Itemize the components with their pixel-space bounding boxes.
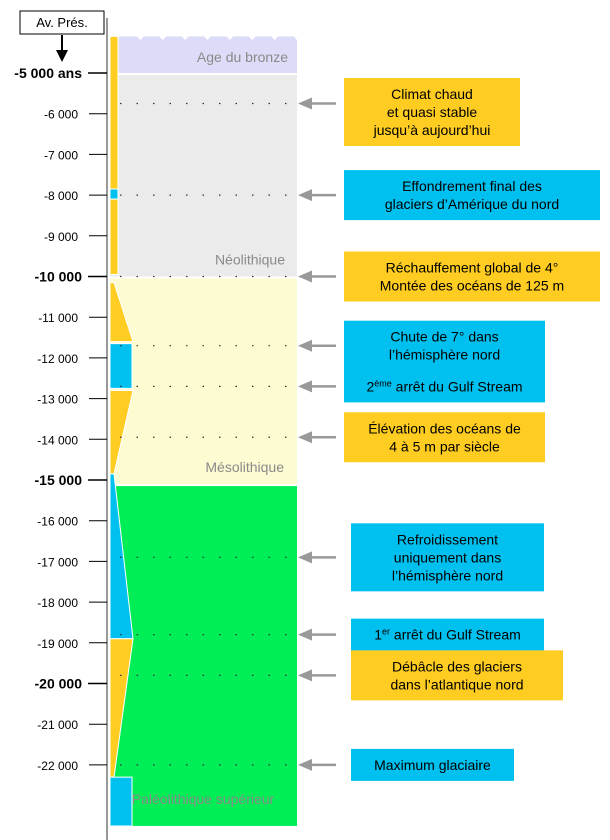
climate-bar-segment: [109, 343, 133, 389]
event-text-line: l’hémisphère nord: [389, 347, 500, 363]
climate-bar-segment: [109, 282, 134, 343]
present-box: [19, 10, 105, 35]
tick-label: -17 000: [37, 555, 78, 569]
event-text-line: Montée des océans de 125 m: [380, 278, 564, 294]
tick-label: -19 000: [37, 637, 78, 651]
event-callout: Élévation des océans de 4 à 5 m par siècl…: [344, 412, 545, 463]
event-text-line: glaciers d’Amérique du nord: [385, 196, 559, 212]
event-box: [351, 748, 514, 781]
event-callout: 2ème arrêt du Gulf Stream: [344, 370, 545, 403]
period-band: [110, 486, 297, 826]
period-labels: Age du bronze Néolithique Mésolithique Palé…: [132, 49, 288, 807]
tick-label: -7 000: [44, 148, 78, 162]
period-bands: [110, 36, 297, 826]
tick-label: -20 000: [35, 676, 83, 692]
event-box: [344, 412, 545, 463]
event-arrow-head: [298, 628, 312, 641]
tick-label: -8 000: [44, 189, 78, 203]
event-arrow-head: [298, 669, 312, 682]
period-label: Mésolithique: [205, 459, 284, 475]
event-arrow-head: [298, 189, 312, 202]
wave-mask: [110, 18, 297, 40]
tick-label: -12 000: [37, 352, 78, 366]
tick-label: -10 000: [35, 269, 83, 285]
event-box: [344, 78, 520, 146]
tick-label: -15 000: [35, 472, 83, 488]
event-text-line: Débâcle des glaciers: [392, 658, 522, 674]
event-callout: Maximum glaciaire: [351, 748, 514, 781]
event-text-line: 1er arrêt du Gulf Stream: [374, 627, 521, 643]
tick-label: -16 000: [37, 515, 78, 529]
event-text-line: Élévation des océans de: [368, 420, 521, 436]
event-box: [344, 370, 545, 403]
present-marker: Av. Prés.: [19, 10, 105, 62]
event-box: [344, 170, 600, 221]
event-text-line: et quasi stable: [387, 104, 477, 120]
period-label: Néolithique: [215, 252, 285, 268]
time-axis: -5 000 ans -6 000 -7 000 -8 000 -9 000 -10 00…: [14, 18, 108, 840]
tick-label: -21 000: [37, 718, 78, 732]
event-callout: Climat chaud et quasi stable jusqu’à aujou…: [344, 78, 520, 146]
event-callout: Refroidissement uniquement dans l’hémisphè…: [351, 523, 544, 592]
climate-bar: [109, 35, 134, 827]
climate-bar-segment: [109, 198, 119, 275]
event-arrow-head: [298, 270, 312, 283]
event-text-line: Réchauffement global de 4°: [386, 260, 559, 276]
present-arrow-head: [56, 50, 68, 62]
event-text-line: jusqu’à aujourd’hui: [373, 122, 491, 138]
event-callout: 1er arrêt du Gulf Stream: [351, 618, 544, 651]
event-callout: Réchauffement global de 4° Montée des océ…: [344, 251, 600, 302]
climate-bar-segment: [109, 776, 133, 827]
tick-label: -22 000: [37, 759, 78, 773]
event-text-line: Chute de 7° dans: [390, 329, 498, 345]
event-arrow-head: [298, 339, 312, 352]
period-label: Age du bronze: [197, 49, 288, 65]
event-arrow-head: [298, 431, 312, 444]
tick-label: -18 000: [37, 596, 78, 610]
event-text-line: Refroidissement: [397, 531, 498, 547]
period-label: Paléolithique supérieur: [132, 791, 275, 807]
event-box: [351, 618, 544, 651]
bronze-age-wave-edge: [110, 18, 297, 40]
event-arrow-head: [298, 551, 312, 564]
event-callouts: Climat chaud et quasi stable jusqu’à aujou…: [120, 78, 600, 781]
tick-label: -6 000: [44, 108, 78, 122]
event-arrow-head: [298, 380, 312, 393]
climate-bar-segment: [109, 35, 119, 190]
event-callout: Effondrement final des glaciers d’Amériqu…: [344, 170, 600, 221]
event-text-line: dans l’atlantique nord: [390, 676, 523, 692]
event-text-line: Effondrement final des: [402, 178, 542, 194]
tick-label: -5 000 ans: [14, 65, 82, 81]
climate-bar-segment: [109, 188, 119, 200]
event-text-line: 4 à 5 m par siècle: [389, 438, 500, 454]
tick-label: -13 000: [37, 393, 78, 407]
period-band: [110, 36, 297, 73]
event-box: [351, 650, 563, 701]
event-box: [344, 251, 600, 302]
event-text-line: Maximum glaciaire: [374, 757, 491, 773]
event-box: [351, 523, 544, 592]
event-arrow-head: [298, 97, 312, 110]
tick-label: -11 000: [38, 311, 78, 325]
event-callout: Chute de 7° dans l’hémisphère nord: [344, 320, 545, 371]
event-text-line: uniquement dans: [394, 549, 501, 565]
event-arrow-head: [298, 758, 312, 771]
event-text-line: l’hémisphère nord: [392, 567, 503, 583]
period-band: [110, 75, 297, 277]
tick-label: -14 000: [37, 433, 78, 447]
event-box: [344, 320, 545, 371]
period-band: [110, 278, 297, 485]
present-label: Av. Prés.: [36, 15, 88, 30]
tick-label: -9 000: [44, 230, 78, 244]
event-text-line: 2ème arrêt du Gulf Stream: [366, 378, 522, 394]
event-callout: Débâcle des glaciers dans l’atlantique no…: [351, 650, 563, 701]
event-text-line: Climat chaud: [391, 86, 473, 102]
